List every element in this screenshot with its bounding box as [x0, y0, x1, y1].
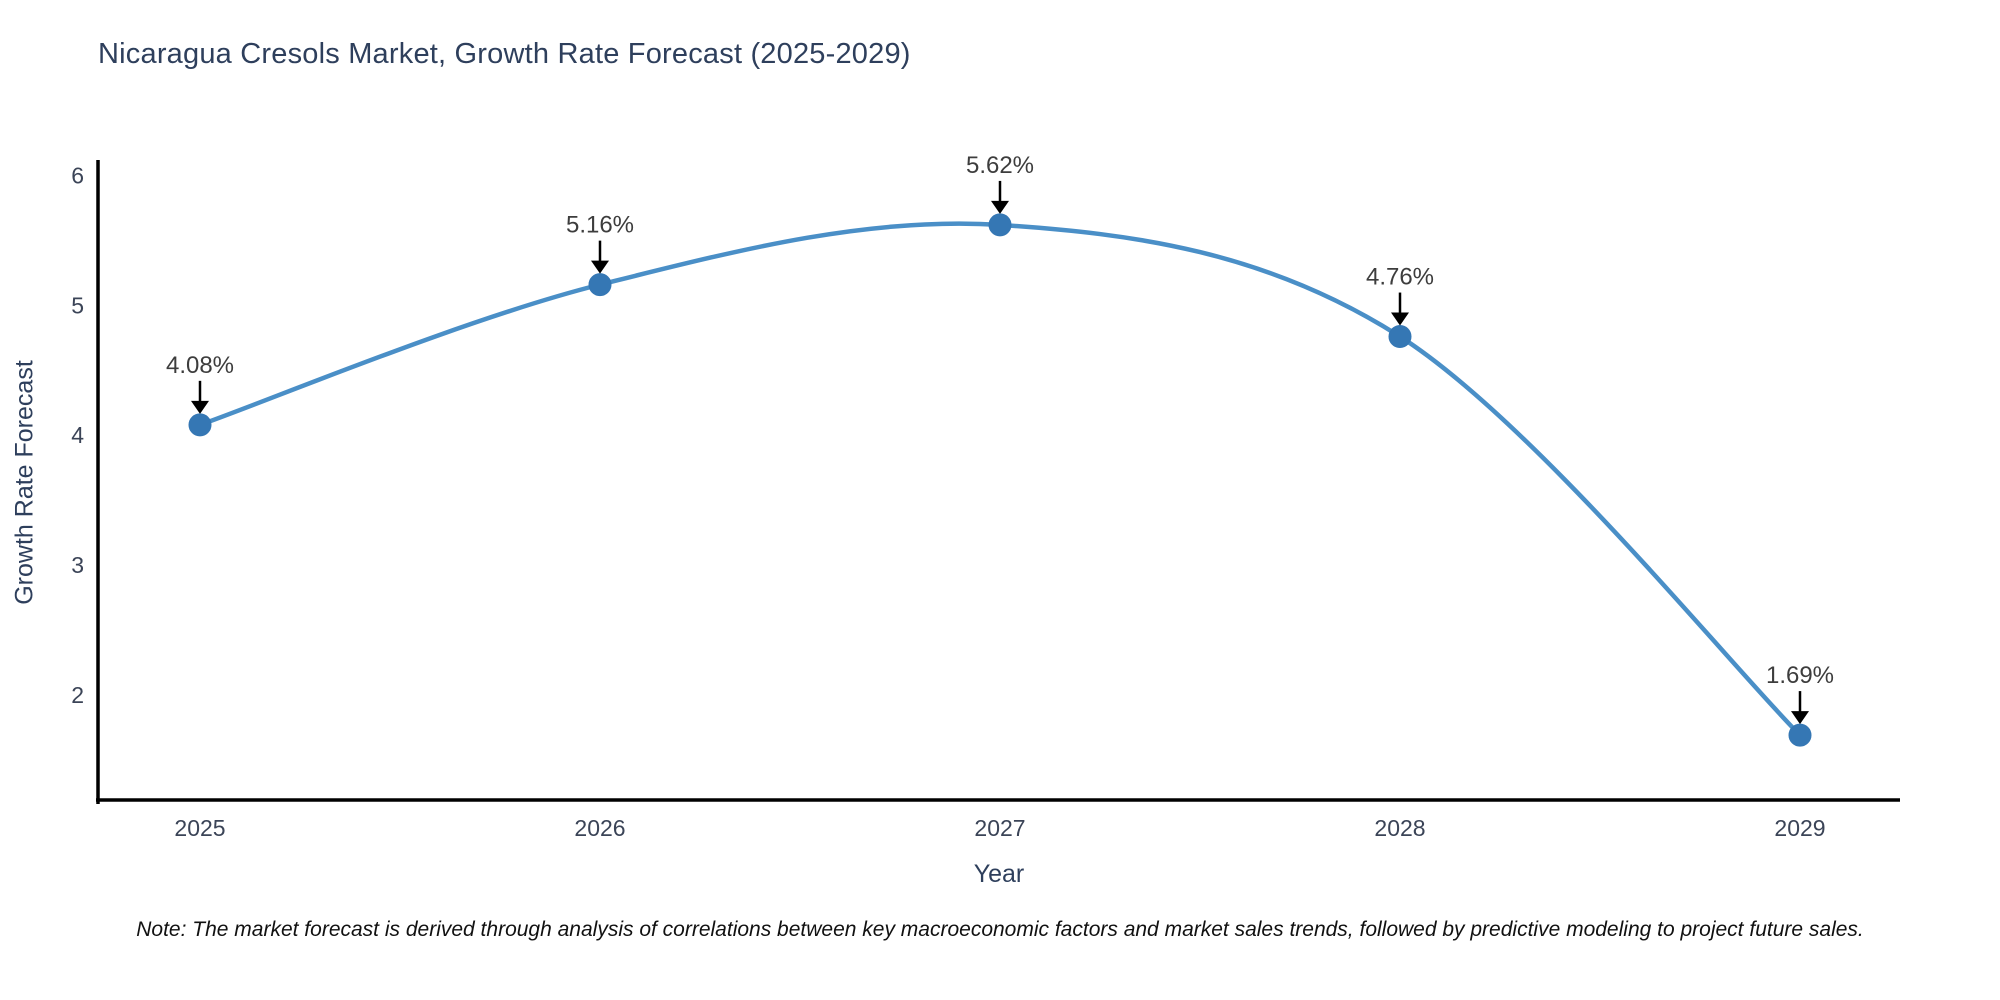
annotation-arrow-head [1391, 312, 1409, 326]
y-tick-label: 6 [71, 163, 84, 189]
annotation-arrow-head [191, 400, 209, 414]
annotation-label: 5.16% [566, 212, 634, 239]
annotation-arrow-head [991, 200, 1009, 214]
y-axis-label: Growth Rate Forecast [10, 360, 39, 605]
y-tick-label: 4 [71, 422, 84, 448]
data-point-marker [1388, 325, 1412, 349]
forecast-line [199, 221, 1802, 737]
x-axis-label: Year [973, 860, 1025, 888]
annotation-label: 4.08% [166, 352, 234, 379]
annotation-label: 5.62% [966, 152, 1034, 179]
data-point-marker [588, 273, 612, 297]
data-point-marker [988, 213, 1012, 237]
data-point-marker [1788, 723, 1812, 747]
y-tick-label: 2 [71, 682, 84, 708]
chart-title: Nicaragua Cresols Market, Growth Rate Fo… [98, 38, 911, 70]
x-tick-label: 2026 [574, 815, 625, 841]
x-tick-label: 2029 [1774, 815, 1825, 841]
x-tick-label: 2027 [974, 815, 1025, 841]
chart-note: Note: The market forecast is derived thr… [136, 918, 1864, 941]
x-tick-label: 2025 [174, 815, 225, 841]
y-tick-label: 3 [71, 552, 84, 578]
annotation-label: 4.76% [1366, 264, 1434, 291]
y-tick-label: 5 [71, 292, 84, 318]
annotation-label: 1.69% [1766, 662, 1834, 689]
annotation-arrow-head [591, 260, 609, 274]
data-point-marker [188, 413, 212, 437]
x-tick-label: 2028 [1374, 815, 1425, 841]
annotation-arrow-head [1791, 711, 1809, 725]
